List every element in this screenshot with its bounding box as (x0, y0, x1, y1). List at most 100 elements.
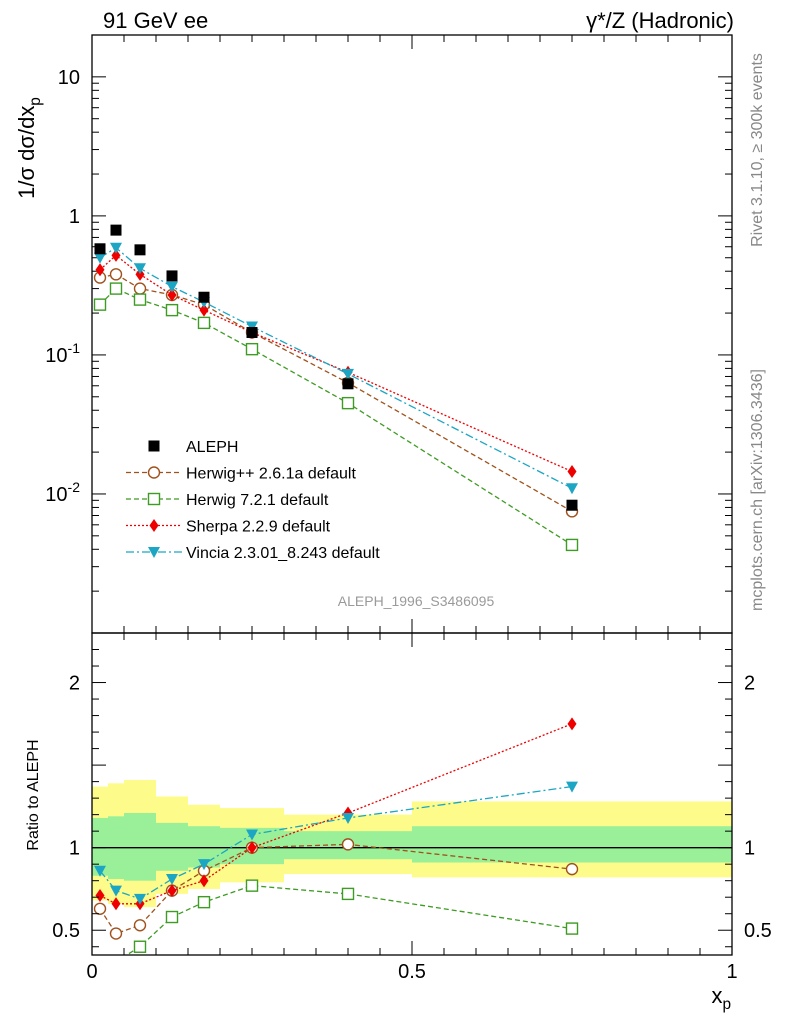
main-point-vincia (110, 242, 122, 254)
main-series-herwig7 (93, 282, 579, 552)
main-point-herwig7 (133, 293, 147, 306)
ratio-ytick-label: 2 (69, 673, 80, 695)
ratio-inner-band (92, 817, 108, 876)
main-ytick-label: 10 (58, 67, 80, 89)
main-point-aleph (94, 243, 106, 255)
ratio-point-vincia (198, 859, 210, 871)
main-point-aleph (110, 224, 122, 236)
legend-marker-aleph (148, 440, 160, 452)
legend-item-aleph: ALEPH (148, 439, 238, 456)
main-point-aleph (198, 291, 210, 303)
ratio-frame (91, 632, 733, 956)
main-point-sherpa (95, 263, 105, 277)
main-point-aleph (166, 270, 178, 282)
ratio-point-vincia (566, 781, 578, 793)
legend-item-vincia: Vincia 2.3.01_8.243 default (126, 545, 380, 562)
ratio-point-herwig7 (245, 879, 259, 892)
ratio-series-herwig7 (125, 879, 579, 955)
main-point-aleph (566, 499, 578, 511)
main-point-herwig7 (93, 298, 107, 311)
rivet-label: Rivet 3.1.10, ≥ 300k events (749, 53, 766, 247)
legend-marker-sherpa (149, 519, 159, 532)
main-series (93, 224, 579, 552)
main-ytick-label: 10-2 (45, 479, 80, 506)
main-line-sherpa (99, 254, 573, 473)
ratio-point-sherpa (95, 889, 105, 903)
main-point-herwigpp (109, 268, 123, 281)
main-point-herwig7 (197, 316, 211, 330)
ratio-xtick-label: 1 (726, 961, 737, 983)
ratio-point-herwig7 (197, 895, 211, 909)
ratio-ytick-label-right: 2 (744, 673, 755, 695)
x-axis-label: xp (711, 983, 731, 1013)
main-point-sherpa (135, 267, 145, 281)
ratio-point-herwigpp (133, 919, 147, 932)
main-point-herwig7 (109, 282, 123, 295)
ratio-point-sherpa (247, 841, 257, 855)
ratio-point-herwigpp (93, 902, 107, 915)
header-left-title: 91 GeV ee (103, 8, 208, 33)
main-ytick-label: 10-1 (45, 340, 80, 367)
ratio-series-vincia (94, 781, 578, 905)
legend-marker-vincia (148, 547, 160, 558)
legend-marker-herwig7 (147, 492, 161, 506)
header-right-title: γ*/Z (Hadronic) (586, 8, 734, 33)
legend-marker-herwigpp (147, 466, 161, 479)
ratio-panel: 0 0.5 1 2 2 1 1 0.5 0.5 (52, 632, 772, 983)
ratio-point-herwig7 (133, 940, 147, 953)
main-point-aleph (246, 326, 258, 338)
analysis-watermark: ALEPH_1996_S3486095 (338, 593, 495, 609)
main-point-aleph (134, 244, 146, 256)
ratio-line-herwig7 (125, 884, 573, 955)
ratio-bands (92, 779, 732, 908)
ratio-point-vincia (166, 874, 178, 886)
ratio-point-herwigpp (109, 927, 123, 940)
main-point-vincia (94, 252, 106, 264)
ratio-line-sherpa (99, 723, 573, 905)
ratio-series (93, 717, 579, 955)
mcplots-label: mcplots.cern.ch [arXiv:1306.3436] (749, 369, 766, 611)
ratio-point-sherpa (567, 717, 577, 731)
ratio-point-herwigpp (565, 862, 579, 876)
main-point-herwig7 (565, 538, 579, 552)
main-ylabel: 1/σ dσ/dxp (14, 97, 44, 199)
ratio-ytick-label-right: 0.5 (744, 920, 772, 942)
main-line-herwig7 (99, 287, 573, 546)
main-point-sherpa (167, 288, 177, 302)
legend-item-herwigpp: Herwig++ 2.6.1a default (126, 466, 356, 483)
ratio-point-herwigpp (341, 838, 355, 851)
ratio-point-vincia (246, 829, 258, 841)
legend-item-herwig7: Herwig 7.2.1 default (126, 492, 329, 509)
ratio-ytick-label-right: 1 (744, 838, 755, 860)
ratio-xtick-label: 0 (86, 961, 97, 983)
main-point-sherpa (567, 465, 577, 479)
main-point-vincia (342, 368, 354, 380)
ratio-point-herwig7 (341, 887, 355, 901)
main-point-vincia (134, 263, 146, 275)
ratio-point-herwig7 (165, 910, 179, 924)
ratio-inner-band (156, 822, 188, 871)
ratio-point-sherpa (167, 884, 177, 898)
legend-label-aleph: ALEPH (186, 439, 238, 456)
ratio-xtick-label: 0.5 (398, 961, 426, 983)
main-point-herwigpp (133, 282, 147, 295)
ratio-ylabel: Ratio to ALEPH (25, 739, 42, 850)
ratio-point-vincia (342, 812, 354, 824)
ratio-ticks: 0 0.5 1 2 2 1 1 0.5 0.5 (52, 632, 772, 983)
main-ytick-label: 1 (69, 206, 80, 228)
legend-label-herwigpp: Herwig++ 2.6.1a default (186, 466, 356, 483)
ratio-point-sherpa (111, 897, 121, 911)
legend-label-vincia: Vincia 2.3.01_8.243 default (186, 545, 380, 562)
legend-label-herwig7: Herwig 7.2.1 default (186, 492, 329, 509)
ratio-point-herwig7 (565, 922, 579, 935)
legend-item-sherpa: Sherpa 2.2.9 default (126, 519, 331, 536)
main-frame (91, 34, 733, 634)
main-point-sherpa (199, 303, 209, 317)
ratio-line-vincia (99, 785, 573, 900)
main-point-vincia (166, 281, 178, 293)
main-series-aleph (94, 224, 578, 511)
main-ylabel-text: 1/σ dσ/dxp (14, 97, 44, 199)
ratio-point-vincia (94, 865, 106, 877)
main-ticks: 10 1 10-1 10-2 (45, 34, 733, 634)
